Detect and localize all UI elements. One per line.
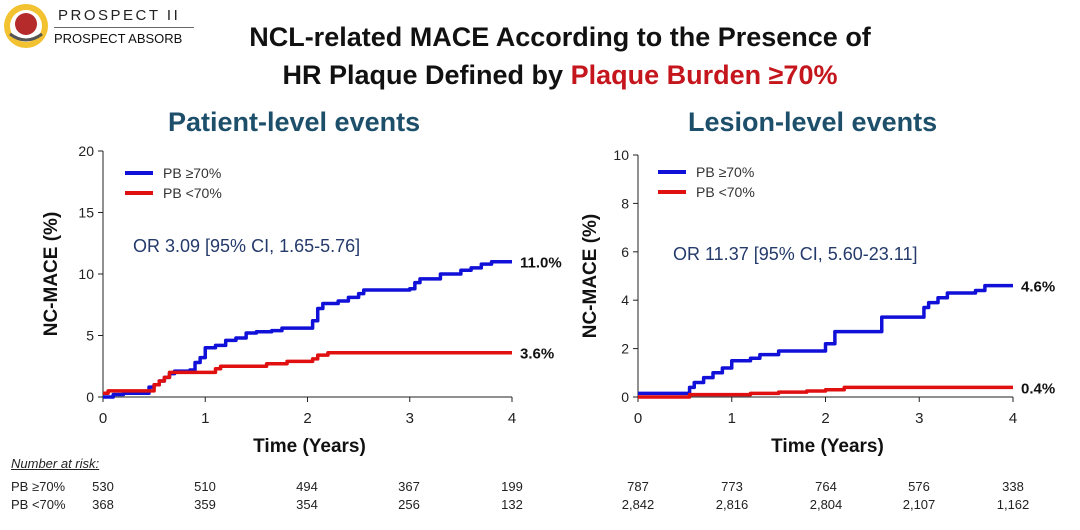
- number-at-risk-label: Number at risk: [11, 456, 96, 471]
- title-line-2-prefix: HR Plaque Defined by: [282, 60, 571, 90]
- y-tick-label: 10: [613, 147, 629, 163]
- y-tick-label: 4: [621, 292, 629, 308]
- title-line-2: HR Plaque Defined by Plaque Burden ≥70%: [190, 56, 930, 94]
- risk-value-patient: 359: [194, 497, 216, 512]
- risk-value-lesion: 773: [721, 479, 743, 494]
- odds-ratio-annotation: OR 11.37 [95% CI, 5.60-23.11]: [673, 244, 917, 264]
- title-highlight: Plaque Burden ≥70%: [570, 60, 838, 90]
- risk-value-patient: 510: [194, 479, 216, 494]
- y-tick-label: 2: [621, 341, 629, 357]
- risk-value-patient: 494: [296, 479, 318, 494]
- y-tick-label: 20: [78, 143, 94, 159]
- risk-value-patient: 530: [92, 479, 114, 494]
- y-tick-label: 0: [621, 389, 629, 405]
- risk-value-patient: 368: [92, 497, 114, 512]
- title-line-1: NCL-related MACE According to the Presen…: [249, 22, 871, 52]
- y-axis-label: NC-MACE (%): [41, 212, 62, 337]
- legend-label: PB <70%: [696, 184, 755, 200]
- y-tick-label: 15: [78, 205, 94, 221]
- y-tick-label: 5: [86, 328, 94, 344]
- logo-emblem-icon: [4, 4, 48, 48]
- x-tick-label: 4: [508, 410, 516, 427]
- y-tick-label: 0: [86, 389, 94, 405]
- risk-value-patient: 354: [296, 497, 318, 512]
- odds-ratio-annotation: OR 3.09 [95% CI, 1.65-5.76]: [133, 236, 360, 256]
- end-value-label: 11.0%: [520, 255, 562, 272]
- logo-line-1: PROSPECT II: [58, 7, 181, 24]
- x-tick-label: 3: [406, 410, 414, 427]
- risk-value-lesion: 338: [1002, 479, 1024, 494]
- x-tick-label: 1: [201, 410, 209, 427]
- risk-value-lesion: 2,842: [621, 497, 655, 512]
- x-tick-label: 2: [821, 410, 829, 427]
- y-tick-label: 10: [78, 266, 94, 282]
- end-value-label: 4.6%: [1021, 279, 1055, 296]
- risk-value-patient: 199: [501, 479, 523, 494]
- prospect-logo: PROSPECT II PROSPECT ABSORB: [0, 0, 196, 52]
- series-line-pb-low: [638, 385, 1013, 399]
- x-tick-label: 0: [99, 410, 107, 427]
- x-axis-label: Time (Years): [253, 436, 366, 457]
- logo-divider: [54, 27, 194, 28]
- risk-value-patient: 367: [398, 479, 420, 494]
- risk-value-lesion: 2,804: [809, 497, 843, 512]
- number-at-risk-heading: Number at risk:: [11, 456, 100, 471]
- legend-label: PB ≥70%: [163, 165, 221, 181]
- panel-title-patient: Patient-level events: [168, 107, 421, 137]
- legend-label: PB <70%: [163, 185, 222, 201]
- risk-value-lesion: 576: [908, 479, 930, 494]
- panel-title-lesion: Lesion-level events: [688, 107, 938, 137]
- risk-value-lesion: 2,107: [902, 497, 936, 512]
- risk-value-patient: 132: [501, 497, 523, 512]
- risk-value-lesion: 787: [627, 479, 649, 494]
- y-axis-label: NC-MACE (%): [580, 214, 601, 339]
- risk-value-lesion: 764: [815, 479, 837, 494]
- risk-row-label-low: PB <70%: [11, 497, 66, 512]
- series-line-pb-high: [638, 283, 1013, 396]
- x-tick-label: 1: [728, 410, 736, 427]
- end-value-label: 3.6%: [520, 346, 554, 363]
- series-line-pb-low: [103, 350, 512, 396]
- x-tick-label: 3: [915, 410, 923, 427]
- legend-label: PB ≥70%: [696, 164, 754, 180]
- risk-row-label-high: PB ≥70%: [11, 479, 66, 494]
- risk-value-patient: 256: [398, 497, 420, 512]
- x-tick-label: 2: [303, 410, 311, 427]
- risk-value-lesion: 2,816: [715, 497, 749, 512]
- lesion-level-chart: 0 2 4 6 8 10 0 1 2 3 4 Time (Years) NC-MACE (%) 4.6% 0…: [580, 147, 1055, 457]
- logo-line-2: PROSPECT ABSORB: [54, 31, 183, 46]
- y-tick-label: 6: [621, 244, 629, 260]
- y-tick-label: 8: [621, 195, 629, 211]
- risk-value-lesion: 1,162: [996, 497, 1030, 512]
- x-axis-label: Time (Years): [771, 436, 884, 457]
- x-tick-label: 0: [634, 410, 642, 427]
- x-tick-label: 4: [1009, 410, 1017, 427]
- end-value-label: 0.4%: [1021, 380, 1055, 397]
- patient-level-chart: 0 5 10 15 20 0 1 2 3 4 Time (Years) NC-MACE (%) 11.0…: [41, 143, 562, 457]
- slide-title: NCL-related MACE According to the Presen…: [190, 18, 930, 94]
